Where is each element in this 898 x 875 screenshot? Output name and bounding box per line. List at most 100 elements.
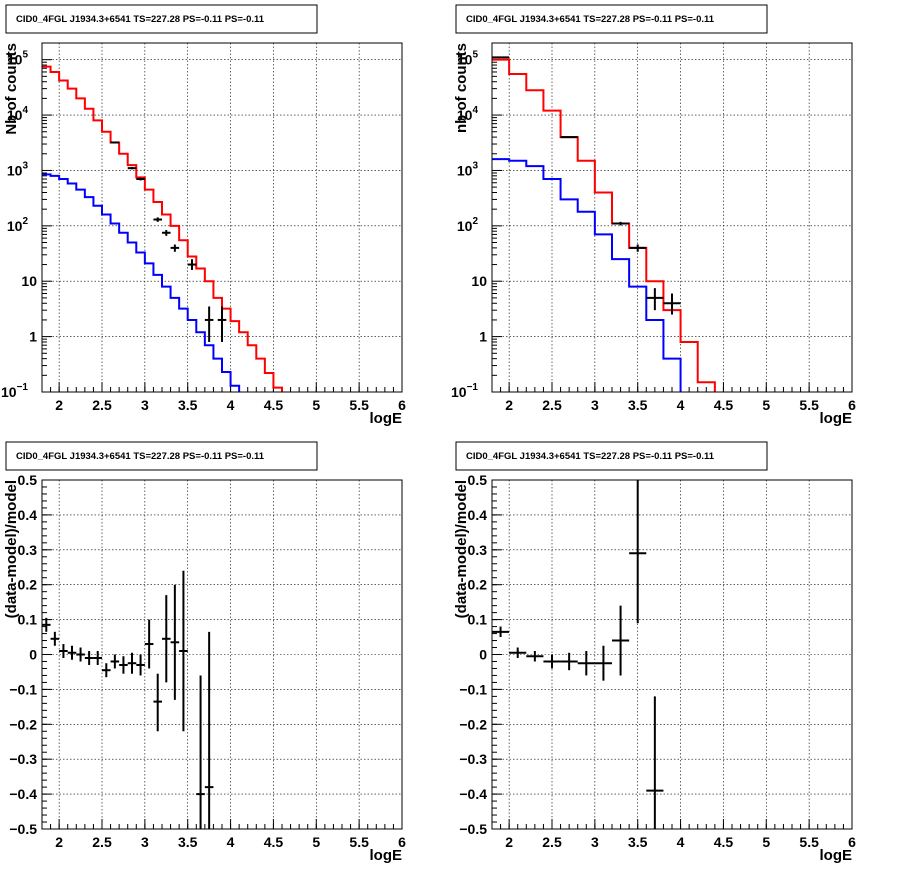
data-point: [217, 306, 227, 342]
data-point: [646, 288, 664, 311]
x-tick-label: 2: [55, 834, 63, 850]
chart-panel-2: CID0_4FGL J1934.3+6541 TS=227.28 PS=-0.1…: [451, 4, 856, 427]
x-axis-label: logE: [370, 847, 403, 864]
y-tick-exponent: 5: [472, 50, 478, 61]
y-tick-label: 0.3: [18, 542, 38, 558]
plot-frame: [491, 42, 853, 393]
y-tick-label: 0: [29, 647, 37, 663]
x-tick-label: 3.5: [628, 397, 648, 413]
y-tick-label: 10: [471, 273, 487, 289]
y-tick-label: −0.1: [9, 681, 37, 697]
y-tick-label: 103: [7, 160, 29, 178]
data-point: [119, 656, 128, 674]
data-point: [84, 651, 94, 665]
x-tick-label: 3: [591, 834, 599, 850]
data-point: [560, 136, 578, 139]
plot-frame: [491, 479, 853, 830]
x-tick-label: 2: [55, 397, 63, 413]
y-tick-label: 0.2: [18, 577, 38, 593]
data-point: [629, 480, 647, 624]
x-tick-label: 3: [141, 397, 149, 413]
y-tick-exponent: 4: [22, 105, 28, 116]
y-tick-exponent: −1: [17, 382, 29, 393]
x-tick-label: 5.5: [349, 834, 369, 850]
data-point: [127, 167, 137, 170]
chart-title-box: [455, 441, 768, 471]
data-point: [646, 696, 664, 829]
y-tick-exponent: 2: [22, 216, 28, 227]
y-tick-label: −0.3: [459, 751, 487, 767]
chart-panel-4: CID0_4FGL J1934.3+6541 TS=227.28 PS=-0.1…: [453, 441, 856, 864]
x-tick-label: 2.5: [542, 397, 562, 413]
data-point: [577, 651, 595, 676]
y-tick-label: 10: [21, 273, 37, 289]
data-point: [543, 654, 561, 669]
chart-title: CID0_4FGL J1934.3+6541 TS=227.28 PS=-0.1…: [466, 14, 715, 25]
y-tick-label: 10−1: [451, 382, 478, 400]
data-point: [42, 617, 51, 632]
data-point: [612, 605, 630, 676]
x-tick-label: 4.5: [264, 397, 284, 413]
y-tick-exponent: 5: [22, 50, 28, 61]
y-tick-label: 0: [479, 647, 487, 663]
x-tick-label: 5.5: [799, 834, 819, 850]
y-axis-label: (data-model)/model: [3, 480, 20, 618]
y-tick-label: 103: [457, 160, 479, 178]
x-tick-label: 5: [312, 397, 320, 413]
x-axis-label: logE: [820, 847, 853, 864]
data-point: [204, 631, 214, 829]
model-total-histogram: [42, 65, 283, 392]
y-tick-label: −0.3: [9, 751, 37, 767]
data-point: [144, 619, 154, 669]
y-tick-label: 0.3: [468, 542, 488, 558]
data-point: [526, 651, 544, 662]
data-point: [136, 177, 145, 181]
x-tick-label: 4.5: [714, 834, 734, 850]
chart-title-box: [5, 441, 318, 471]
data-point: [153, 217, 162, 222]
y-tick-label: 0.5: [18, 472, 38, 488]
x-tick-label: 3.5: [178, 834, 198, 850]
data-point: [67, 645, 77, 660]
data-point: [492, 56, 510, 59]
y-tick-label: 1: [29, 329, 37, 345]
x-tick-label: 6: [398, 834, 406, 850]
data-point: [162, 230, 171, 236]
x-tick-label: 3: [591, 397, 599, 413]
x-tick-label: 3.5: [178, 397, 198, 413]
data-point: [50, 631, 60, 646]
data-point: [663, 293, 681, 315]
x-tick-label: 4: [227, 397, 235, 413]
data-point: [629, 244, 647, 252]
chart-panel-1: CID0_4FGL J1934.3+6541 TS=227.28 PS=-0.1…: [1, 4, 406, 427]
y-tick-label: 0.1: [468, 612, 488, 628]
y-tick-label: −0.2: [9, 716, 37, 732]
data-point: [594, 645, 612, 681]
y-tick-exponent: −1: [467, 382, 479, 393]
y-tick-exponent: 3: [22, 160, 28, 171]
x-tick-label: 5.5: [349, 397, 369, 413]
x-tick-label: 2.5: [92, 834, 112, 850]
y-axis-label: (data-model)/model: [453, 480, 470, 618]
x-tick-label: 5: [762, 397, 770, 413]
x-tick-label: 6: [398, 397, 406, 413]
data-point: [509, 647, 527, 658]
data-point: [170, 244, 180, 252]
x-tick-label: 4: [677, 397, 685, 413]
x-tick-label: 4: [677, 834, 685, 850]
y-tick-exponent: 3: [472, 160, 478, 171]
x-tick-label: 2: [505, 834, 513, 850]
data-point: [187, 259, 197, 270]
chart-title-box: [455, 4, 768, 34]
x-tick-label: 5: [312, 834, 320, 850]
model-total-histogram: [492, 58, 716, 392]
data-point: [59, 644, 68, 658]
plot-frame: [41, 479, 403, 830]
y-axis-label: Nb of counts: [3, 43, 20, 135]
data-point: [204, 306, 214, 342]
data-point: [127, 652, 137, 674]
data-point: [162, 595, 171, 683]
data-point: [153, 673, 162, 732]
y-axis-label: nb of counts: [453, 43, 470, 133]
chart-panel-3: CID0_4FGL J1934.3+6541 TS=227.28 PS=-0.1…: [3, 441, 406, 864]
